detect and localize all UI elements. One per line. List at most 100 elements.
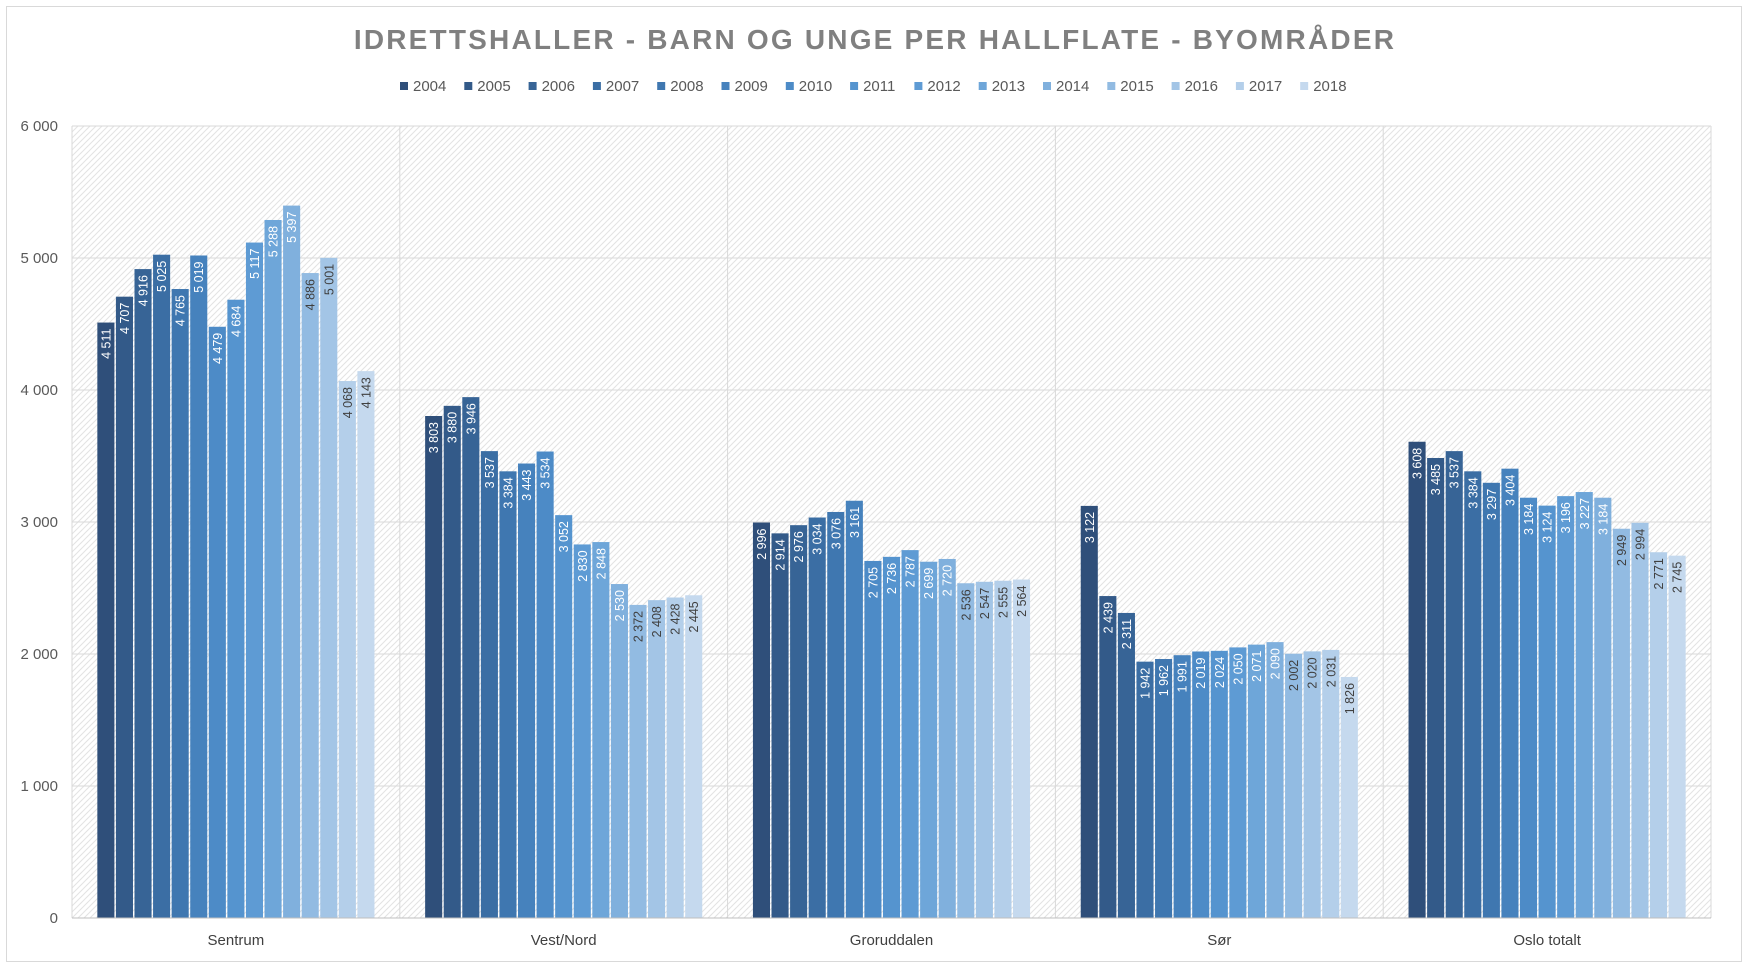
data-label: 3 534	[539, 457, 553, 488]
legend-swatch	[914, 82, 923, 90]
legend-swatch	[1235, 82, 1244, 90]
bar	[1099, 596, 1117, 918]
data-label: 2 536	[959, 589, 973, 620]
legend-label: 2009	[735, 78, 768, 95]
legend-label: 2010	[799, 78, 832, 95]
bar	[1303, 651, 1321, 918]
data-label: 4 479	[211, 333, 225, 364]
y-tick-label: 1 000	[20, 778, 58, 795]
data-label: 2 050	[1231, 653, 1245, 684]
bar	[301, 273, 319, 919]
data-label: 5 288	[267, 226, 281, 257]
data-label: 5 001	[322, 264, 336, 295]
bar	[994, 580, 1012, 918]
bar	[115, 296, 133, 918]
data-label: 3 537	[483, 457, 497, 488]
data-label: 2 720	[941, 565, 955, 596]
data-label: 2 090	[1269, 648, 1283, 679]
data-label: 3 946	[464, 403, 478, 434]
bar	[1519, 497, 1538, 918]
bar	[134, 269, 152, 918]
data-label: 3 384	[501, 477, 515, 508]
bar	[975, 581, 993, 918]
bar	[1210, 650, 1228, 918]
legend-swatch	[657, 82, 666, 90]
bar	[1575, 492, 1593, 918]
bar	[1285, 653, 1303, 918]
bar	[357, 371, 375, 918]
bar	[752, 522, 771, 918]
bar	[480, 451, 498, 918]
bar	[518, 463, 536, 918]
data-label: 2 020	[1306, 657, 1320, 688]
x-tick-label: Sør	[1207, 932, 1231, 949]
bar	[462, 397, 480, 918]
bar	[1668, 555, 1686, 918]
data-label: 2 994	[1633, 529, 1647, 560]
data-label: 4 684	[229, 306, 243, 337]
data-label: 3 196	[1559, 502, 1573, 533]
legend-swatch	[850, 82, 859, 90]
bar	[1482, 482, 1500, 918]
legend-label: 2007	[606, 78, 639, 95]
bar	[1173, 655, 1191, 918]
bar	[790, 525, 808, 918]
bar	[1538, 505, 1556, 918]
bar	[208, 326, 226, 919]
data-label: 1 826	[1343, 683, 1357, 714]
x-tick-label: Sentrum	[208, 932, 265, 949]
data-label: 2 547	[978, 588, 992, 619]
bar	[1445, 451, 1463, 918]
x-tick-label: Groruddalen	[850, 932, 933, 949]
data-label: 3 184	[1596, 504, 1610, 535]
data-label: 2 830	[576, 550, 590, 581]
legend-swatch	[1043, 82, 1051, 90]
bar	[1080, 505, 1098, 918]
x-axis: Sentrum Vest/Nord Groruddalen Sør Oslo total…	[72, 917, 1711, 949]
bar	[901, 550, 919, 918]
data-label: 4 886	[304, 279, 318, 310]
bar	[171, 289, 189, 918]
data-label: 4 143	[359, 377, 373, 408]
bar	[1155, 659, 1173, 918]
data-label: 5 019	[192, 261, 206, 292]
bar	[97, 322, 115, 919]
bar	[666, 597, 684, 918]
data-label: 3 124	[1541, 512, 1555, 543]
bar	[864, 560, 882, 918]
bar	[771, 533, 789, 918]
bar	[882, 556, 901, 918]
legend-label: 2014	[1056, 78, 1089, 95]
data-label: 3 443	[520, 469, 534, 500]
legend-swatch	[721, 82, 730, 90]
legend-label: 2008	[670, 78, 703, 95]
bar	[555, 515, 573, 918]
y-tick-label: 2 000	[20, 646, 58, 663]
bar	[1612, 528, 1630, 918]
data-label: 3 404	[1503, 475, 1517, 506]
data-label: 1 991	[1176, 661, 1190, 692]
bar	[592, 542, 610, 918]
bar	[610, 584, 628, 918]
bar	[629, 604, 647, 918]
legend: 2004 2005 2006 2007 2008 2009 2010 2011 2012 2013…	[400, 78, 1347, 95]
data-label: 2 564	[1015, 586, 1029, 617]
data-label: 2 914	[774, 539, 788, 570]
data-label: 5 397	[285, 212, 299, 243]
data-label: 2 736	[885, 563, 899, 594]
bar	[1594, 497, 1612, 918]
data-label: 2 699	[922, 568, 936, 599]
legend-label: 2013	[992, 78, 1025, 95]
bar	[283, 205, 301, 918]
bar	[1650, 552, 1668, 918]
data-label: 4 916	[137, 275, 151, 306]
data-label: 3 052	[557, 521, 571, 552]
data-label: 3 034	[811, 523, 825, 554]
data-label: 4 511	[99, 329, 113, 359]
bar	[1408, 441, 1426, 918]
data-label: 2 787	[904, 556, 918, 587]
data-label: 3 184	[1522, 504, 1536, 535]
bar	[573, 544, 591, 918]
legend-label: 2016	[1185, 78, 1218, 95]
bar	[1322, 649, 1340, 918]
